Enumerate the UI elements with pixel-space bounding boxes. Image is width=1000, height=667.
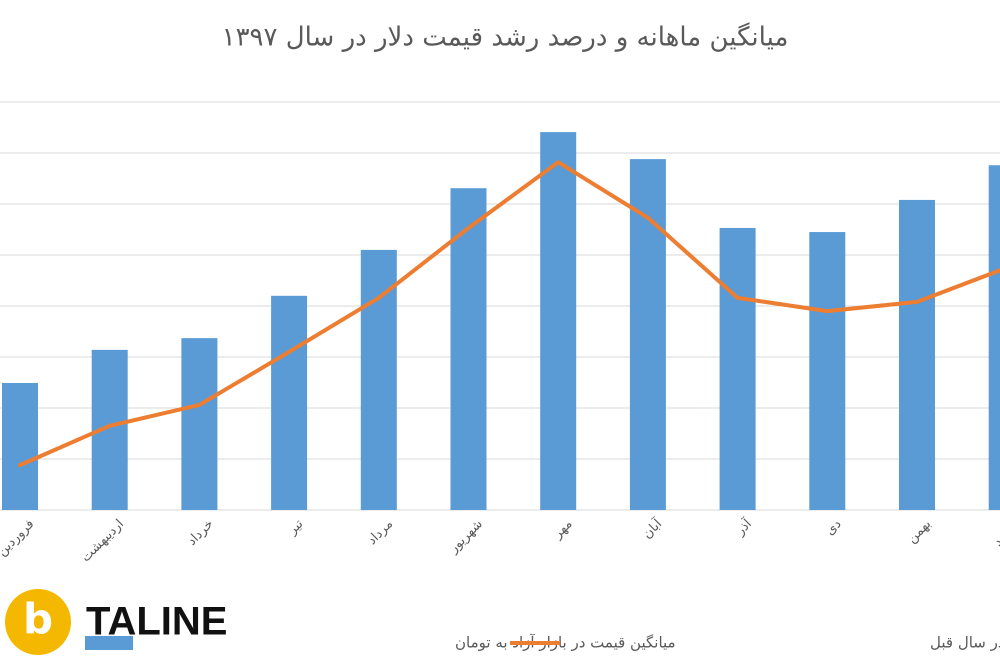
logo-glyph: b xyxy=(23,595,53,644)
x-tick-label: آبان xyxy=(639,514,667,542)
x-tick-label: مرداد xyxy=(365,517,396,548)
legend-label: درصد رشد نسبت به ماه مشابه در سال قبل xyxy=(930,634,1000,652)
legend-swatch xyxy=(85,636,133,650)
bar xyxy=(988,165,1000,511)
bar xyxy=(360,249,397,510)
logo-mark xyxy=(5,589,71,655)
bar xyxy=(450,188,487,510)
x-tick-label: مهر xyxy=(550,517,576,543)
chart-title: میانگین ماهانه و درصد رشد قیمت دلار در س… xyxy=(222,22,789,53)
bar xyxy=(809,232,846,511)
x-tick-label: آذر xyxy=(731,514,756,539)
x-tick-label: خرداد xyxy=(185,517,217,549)
x-tick-label: شهریور xyxy=(446,517,486,557)
bar xyxy=(181,338,218,510)
watermark: TALINE xyxy=(86,600,227,644)
x-tick-label: اردیبهشت xyxy=(79,517,127,565)
bar xyxy=(271,295,308,510)
bar xyxy=(719,227,756,510)
bar xyxy=(540,132,577,510)
logo: b TALINE xyxy=(5,589,227,655)
x-tick-label: تیر xyxy=(285,516,307,538)
x-tick-label: دی xyxy=(823,517,845,539)
x-tick-label: بهمن xyxy=(905,517,935,547)
x-tick-label: فروردین xyxy=(0,517,37,560)
x-tick-label: اسفند xyxy=(991,517,1000,550)
bar xyxy=(2,383,38,510)
line xyxy=(18,160,1000,468)
legend-label: میانگین قیمت در بازار آزاد به تومان xyxy=(455,634,676,652)
bar xyxy=(899,199,935,511)
